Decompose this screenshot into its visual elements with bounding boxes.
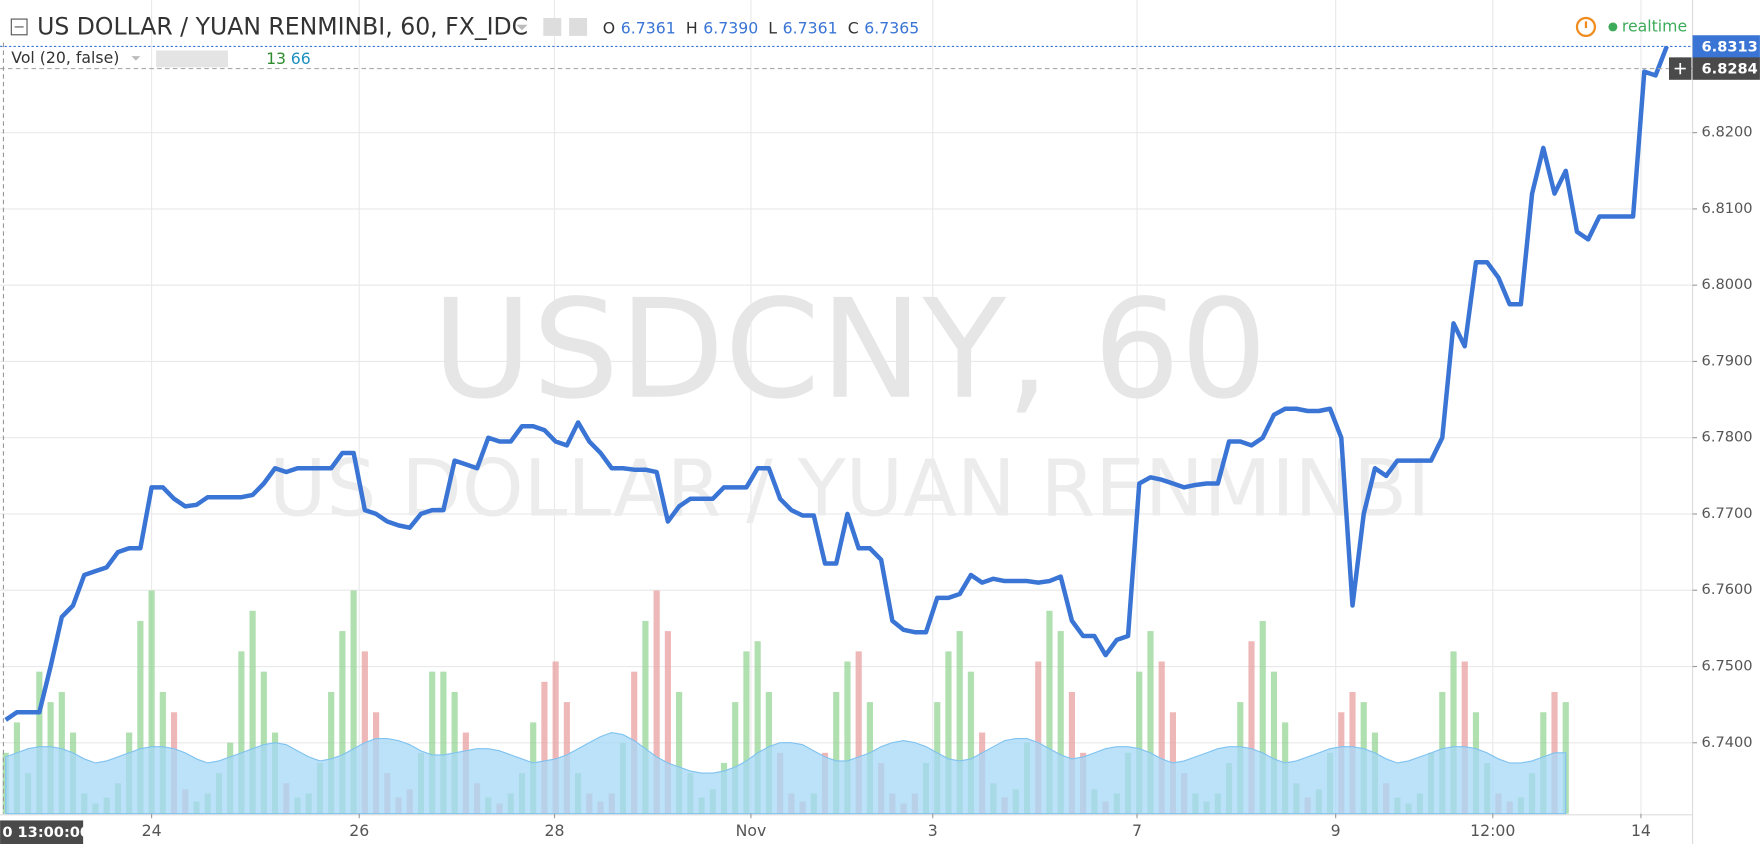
ohlc-key: H — [686, 19, 698, 38]
symbol-title: US DOLLAR / YUAN RENMINBI, 60, FX_IDC — [37, 13, 528, 41]
ohlc-key: O — [603, 19, 615, 38]
volume-bar — [642, 620, 649, 814]
volume-bar — [1450, 651, 1457, 814]
volume-bar — [350, 590, 357, 814]
last-price-box — [1692, 35, 1760, 58]
volume-bar — [429, 671, 436, 814]
x-tick-label: 12:00 — [1470, 821, 1515, 840]
x-tick-label: 14 — [1631, 821, 1651, 840]
x-tick-label: 7 — [1132, 821, 1142, 840]
volume-bar — [1461, 661, 1468, 814]
volume-bar — [1158, 661, 1165, 814]
volume-bar — [1259, 620, 1266, 814]
ohlc-key: L — [768, 19, 777, 38]
volume-ma-value: 66 — [291, 49, 311, 68]
crosshair-price-label: 6.8284 — [1702, 61, 1758, 78]
volume-bar — [945, 651, 952, 814]
watermark: USDCNY, 60 — [432, 271, 1267, 430]
volume-bar — [361, 651, 368, 814]
volume-bar — [541, 681, 548, 814]
x-tick-label: 26 — [349, 821, 369, 840]
volume-bar — [249, 610, 256, 814]
volume-bar — [743, 651, 750, 814]
y-tick-label: 6.7600 — [1702, 581, 1753, 598]
y-tick-label: 6.7500 — [1702, 658, 1753, 675]
study-icons[interactable] — [156, 50, 228, 68]
volume-bar — [754, 641, 761, 814]
volume-bar — [833, 691, 840, 814]
volume-bar — [1035, 661, 1042, 814]
legend-header: US DOLLAR / YUAN RENMINBI, 60, FX_IDC re… — [10, 13, 1687, 68]
volume-bar — [238, 651, 245, 814]
volume-bar — [855, 651, 862, 814]
volume-bar — [328, 691, 335, 814]
volume-bar — [653, 590, 660, 814]
collapse-icon[interactable] — [10, 18, 28, 36]
volume-ma-area — [5, 731, 1567, 815]
x-tick-label: 3 — [928, 821, 938, 840]
volume-bar — [36, 671, 43, 814]
y-tick-label: 6.8200 — [1702, 124, 1753, 141]
volume-bar — [137, 620, 144, 814]
axes: 6.7400 6.7500 6.7600 6.7700 6.7800 6.7900 6.80… — [0, 35, 1760, 844]
crosshair-plus-icon — [1674, 62, 1686, 75]
volume-bar — [956, 631, 963, 814]
dropdown-icon[interactable] — [516, 24, 528, 31]
ohlc-value: 6.7365 — [864, 19, 919, 38]
warning-icon[interactable] — [1575, 16, 1597, 38]
volume-bar — [676, 691, 683, 814]
status-dot — [1608, 22, 1618, 32]
volume-bar — [1248, 641, 1255, 814]
volume-bar — [260, 671, 267, 814]
status: realtime — [1622, 16, 1687, 35]
dropdown-icon[interactable] — [131, 56, 141, 61]
volume-bar — [1046, 610, 1053, 814]
plot — [0, 45, 1693, 722]
x-tick-label: Nov — [736, 821, 767, 840]
volume — [2, 590, 1569, 815]
y-tick-label: 6.7400 — [1702, 734, 1753, 751]
y-tick-label: 6.7700 — [1702, 505, 1753, 522]
volume-bar — [552, 661, 559, 814]
volume-bar — [440, 671, 447, 814]
volume-title: Vol (20, false) — [11, 48, 119, 67]
settings-icon[interactable] — [543, 17, 562, 36]
volume-bar — [1068, 691, 1076, 814]
volume-bar — [844, 661, 851, 814]
volume-value: 13 — [266, 49, 286, 68]
y-tick-label: 6.7900 — [1702, 352, 1753, 369]
y-tick-label: 6.7800 — [1702, 429, 1753, 446]
volume-bar — [1057, 631, 1064, 814]
y-tick-label: 6.8000 — [1702, 276, 1753, 293]
crosshair-price-box — [1692, 57, 1760, 80]
volume-bar — [1136, 671, 1143, 814]
crosshair-time-label: 0 13:00:00 — [2, 824, 90, 841]
ohlc-value: 6.7361 — [621, 19, 676, 38]
crosshair-time-box — [0, 820, 84, 844]
settings-icon[interactable] — [569, 17, 588, 36]
price-line — [4, 45, 1669, 722]
ohlc-value: 6.7361 — [783, 19, 838, 38]
volume-bar — [148, 590, 155, 814]
volume-bar — [732, 702, 739, 814]
x-tick-label: 9 — [1331, 821, 1341, 840]
x-tick-label: 28 — [545, 821, 565, 840]
volume-bar — [1270, 671, 1278, 814]
ohlc-key: C — [848, 19, 859, 38]
last-price-label: 6.8313 — [1702, 39, 1758, 56]
x-tick-label: 24 — [142, 821, 162, 840]
volume-bar — [1147, 631, 1154, 814]
volume-bar — [664, 631, 671, 814]
y-tick-label: 6.8100 — [1702, 200, 1753, 217]
volume-bar — [339, 631, 346, 814]
ohlc-value: 6.7390 — [703, 19, 758, 38]
volume-bar — [967, 671, 974, 814]
